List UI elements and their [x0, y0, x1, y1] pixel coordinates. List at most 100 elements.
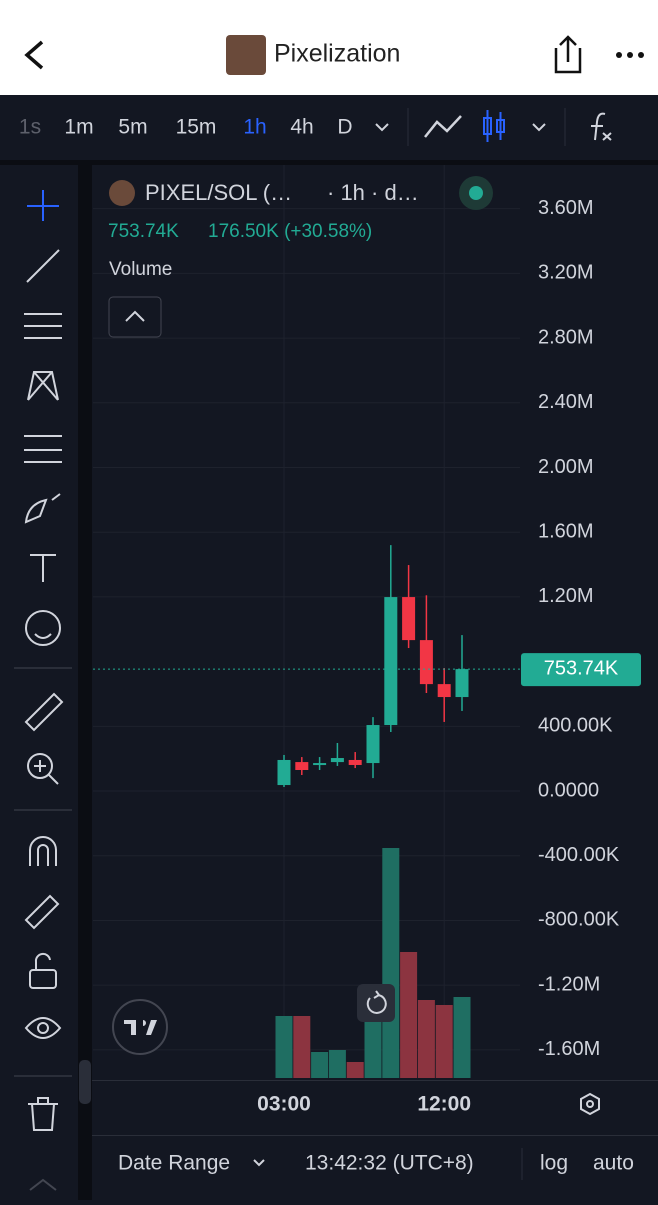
interval-button[interactable]: 1h: [243, 116, 266, 139]
date-range[interactable]: Date Range: [118, 1152, 230, 1175]
settings-button[interactable]: [580, 1092, 600, 1116]
volume-bar: [328, 1050, 346, 1078]
status-dot: [469, 186, 483, 200]
token-avatar: [226, 35, 266, 75]
header-bg: [0, 0, 658, 95]
volume-bar: [417, 1000, 435, 1078]
y-tick-label: 3.60M: [538, 197, 594, 219]
unlock-tool[interactable]: [29, 969, 57, 989]
tv-logo-mark: [124, 1020, 157, 1035]
trend-line-tool[interactable]: [26, 249, 60, 283]
volume-bar: [435, 1005, 453, 1078]
auto-toggle[interactable]: auto: [593, 1152, 634, 1175]
x-tick-label: 12:00: [417, 1093, 471, 1116]
candle-body: [277, 759, 291, 786]
interval-group: 1s 1m 5m 15m 1h 4h D: [19, 116, 353, 139]
drawing-tools: [14, 190, 72, 1131]
y-tick-label: 2.00M: [538, 456, 594, 478]
y-tick-label: -400.00K: [538, 844, 620, 866]
y-tick-label: 1.20M: [538, 585, 594, 607]
candle-body: [313, 763, 327, 766]
volume-bar: [275, 1016, 293, 1078]
y-tick-label: -1.20M: [538, 973, 600, 995]
candle-body: [437, 684, 451, 698]
y-tick-label: 2.80M: [538, 326, 594, 348]
candle-body: [455, 669, 469, 698]
date-range-dropdown[interactable]: [253, 1159, 265, 1167]
interval-text: · 1h · d…: [327, 180, 419, 205]
interval-button[interactable]: 1m: [64, 116, 93, 139]
candle-body: [348, 759, 362, 765]
tool-panel: [0, 165, 78, 1200]
toolbar: [0, 95, 658, 160]
chart: 3.60M 3.20M 2.80M 2.40M 2.00M 1.60M 1.20M 400.0…: [93, 165, 641, 1116]
collapse-handle[interactable]: [79, 1060, 91, 1104]
pattern-tool[interactable]: [27, 371, 59, 401]
y-tick-label: -800.00K: [538, 909, 620, 931]
magnet-tool[interactable]: [29, 836, 57, 866]
interval-button[interactable]: 4h: [290, 116, 313, 139]
zoom-tool[interactable]: [27, 753, 53, 779]
more-button[interactable]: [616, 52, 644, 58]
chart-type-dropdown[interactable]: [532, 123, 546, 132]
clock: 13:42:32 (UTC+8): [305, 1152, 474, 1175]
reset-button[interactable]: [357, 984, 395, 1022]
volume-bar: [293, 1016, 311, 1078]
candle-body: [384, 597, 398, 726]
volume-bar: [346, 1062, 364, 1078]
collapse-icon: [125, 310, 145, 322]
interval-button[interactable]: 15m: [176, 116, 217, 139]
reset-icon: [366, 990, 387, 1014]
candle-body: [330, 758, 344, 763]
candle-body: [402, 597, 416, 641]
interval-dropdown[interactable]: [375, 123, 389, 132]
share-button[interactable]: [554, 35, 582, 74]
ruler-tool[interactable]: [24, 692, 64, 732]
candle-body: [295, 762, 309, 770]
tv-logo[interactable]: [112, 999, 168, 1055]
back-button[interactable]: [24, 40, 44, 70]
x-tick-label: 03:00: [257, 1093, 311, 1116]
divider: [0, 160, 658, 165]
divider: [78, 165, 92, 1200]
visibility-tool[interactable]: [24, 1017, 62, 1039]
interval-button[interactable]: 5m: [118, 116, 147, 139]
legend-value: 753.74K: [108, 221, 179, 242]
symbol: PIXEL/SOL (…: [145, 180, 292, 205]
legend-value: 176.50K (+30.58%): [208, 221, 372, 242]
volume-bar: [453, 997, 471, 1078]
interval-button[interactable]: D: [337, 116, 352, 139]
line-chart-button[interactable]: [424, 115, 462, 138]
y-tick-label: 1.60M: [538, 520, 594, 542]
fib-tool[interactable]: [24, 313, 62, 339]
text-tool[interactable]: [30, 554, 56, 582]
collapse-volume[interactable]: [108, 296, 162, 338]
header-title: Pixelization: [274, 40, 400, 68]
lock-drawing-tool[interactable]: [24, 894, 60, 930]
divider: [92, 1135, 658, 1136]
emoji-tool[interactable]: [25, 610, 61, 646]
y-tick-label: 0.0000: [538, 779, 599, 801]
y-tick-label: 2.40M: [538, 391, 594, 413]
interval-button[interactable]: 1s: [19, 116, 41, 139]
volume-label: Volume: [109, 259, 172, 280]
delete-tool[interactable]: [28, 1097, 58, 1131]
volume-bar: [364, 1016, 382, 1078]
crosshair-tool[interactable]: [27, 190, 59, 221]
symbol-avatar: [109, 180, 135, 206]
candle-chart-button[interactable]: [483, 110, 505, 142]
indicators-button[interactable]: [591, 112, 612, 141]
y-tick-label: 3.20M: [538, 262, 594, 284]
volume-bar: [311, 1052, 329, 1078]
y-tick-label: -1.60M: [538, 1038, 600, 1060]
candle-body: [366, 725, 380, 764]
volume-bar: [382, 848, 400, 1078]
brush-tool[interactable]: [24, 493, 61, 524]
volume-bar: [400, 952, 418, 1078]
log-toggle[interactable]: log: [540, 1152, 568, 1175]
last-price-label: 753.74K: [544, 657, 619, 679]
projection-tool[interactable]: [24, 435, 62, 463]
scroll-hint: [29, 1178, 57, 1191]
